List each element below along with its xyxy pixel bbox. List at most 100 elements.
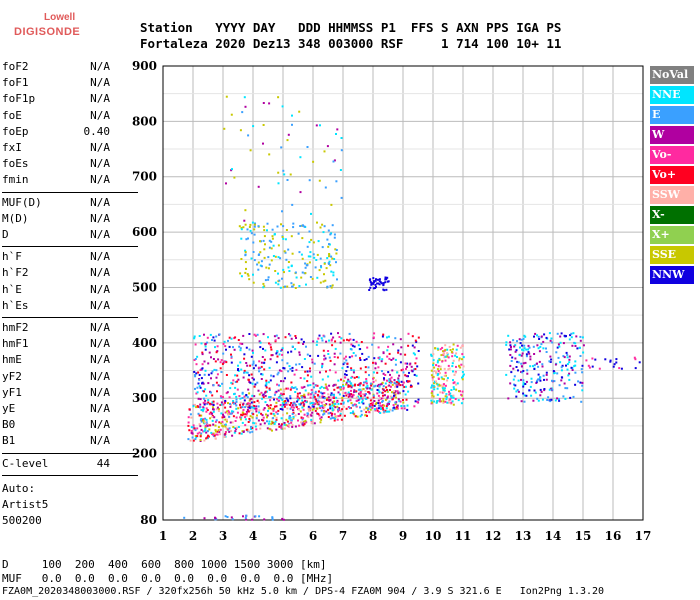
data-point — [413, 346, 416, 349]
data-point — [360, 410, 363, 413]
data-point — [371, 343, 374, 346]
data-point — [203, 403, 206, 406]
data-point — [285, 387, 288, 390]
data-point — [262, 333, 265, 336]
data-point — [281, 359, 284, 362]
data-point — [331, 407, 334, 410]
data-point — [391, 398, 394, 401]
data-point — [254, 515, 257, 518]
data-point — [351, 384, 354, 387]
data-point — [342, 363, 345, 366]
data-point — [441, 346, 444, 349]
data-point — [538, 360, 541, 363]
data-point — [371, 406, 374, 409]
data-point — [204, 348, 207, 351]
data-point — [366, 384, 369, 387]
data-point — [517, 379, 520, 382]
data-point — [239, 401, 242, 404]
data-point — [301, 399, 304, 402]
data-point — [330, 286, 333, 289]
data-point — [340, 196, 343, 199]
data-point — [564, 387, 567, 390]
data-point — [248, 419, 251, 422]
data-point — [549, 400, 552, 403]
param-row: C-level 44 — [2, 457, 112, 471]
data-point — [207, 373, 210, 376]
data-point — [225, 420, 228, 423]
data-point — [282, 413, 284, 416]
data-point — [291, 203, 294, 206]
data-point — [287, 403, 289, 406]
data-point — [536, 344, 539, 347]
param-name: MUF(D) — [2, 195, 42, 209]
data-point — [571, 369, 574, 371]
data-point — [248, 392, 251, 395]
data-point — [332, 336, 335, 339]
data-point — [189, 413, 192, 416]
data-point — [287, 133, 290, 136]
data-point — [380, 282, 383, 285]
data-point — [250, 405, 253, 408]
data-point — [234, 402, 237, 405]
data-point — [384, 409, 387, 412]
data-point — [252, 378, 255, 381]
data-point — [361, 388, 364, 391]
data-point — [343, 361, 346, 364]
data-point — [282, 403, 285, 406]
data-point — [414, 400, 417, 403]
data-point — [272, 397, 275, 399]
data-point — [235, 407, 238, 410]
data-point — [244, 251, 247, 254]
data-point — [448, 345, 451, 348]
data-point — [373, 404, 376, 407]
data-point — [351, 395, 354, 398]
data-point — [234, 420, 237, 422]
param-row: yF2 N/A — [2, 370, 112, 384]
data-point — [247, 134, 250, 137]
data-point — [201, 351, 204, 354]
data-point — [193, 359, 196, 361]
data-point — [520, 362, 523, 365]
data-point — [379, 402, 381, 404]
data-point — [322, 396, 325, 399]
data-point — [439, 348, 442, 351]
data-point — [417, 336, 420, 339]
data-point — [395, 396, 397, 399]
data-point — [392, 343, 395, 346]
data-point — [329, 407, 332, 410]
data-point — [232, 379, 235, 382]
data-point — [509, 341, 512, 344]
data-point — [271, 429, 273, 432]
data-point — [455, 388, 458, 391]
data-point — [330, 270, 333, 273]
data-point — [328, 253, 331, 255]
data-point — [277, 371, 280, 374]
data-point — [252, 241, 255, 244]
data-point — [378, 358, 381, 361]
data-point — [363, 381, 365, 384]
data-point — [328, 403, 331, 406]
data-point — [239, 349, 242, 352]
data-point — [378, 356, 381, 359]
data-point — [309, 255, 312, 258]
data-point — [288, 270, 291, 272]
data-point — [217, 410, 220, 412]
data-point — [276, 412, 279, 415]
data-point — [321, 404, 323, 407]
data-point — [285, 397, 288, 400]
data-point — [259, 427, 262, 430]
data-point — [257, 185, 260, 188]
station-header: Station YYYY DAY DDD HHMMSS P1 FFS S AXN… — [140, 20, 561, 52]
data-point — [346, 365, 349, 368]
data-point — [393, 391, 396, 394]
param-name: yF2 — [2, 369, 22, 383]
data-point — [252, 421, 255, 424]
data-point — [263, 518, 266, 521]
header-line-1: Station YYYY DAY DDD HHMMSS P1 FFS S AXN… — [140, 20, 562, 35]
data-point — [312, 402, 315, 405]
data-point — [315, 124, 318, 127]
data-point — [277, 389, 280, 392]
data-point — [551, 379, 553, 382]
data-point — [539, 345, 542, 348]
data-point — [212, 400, 215, 403]
